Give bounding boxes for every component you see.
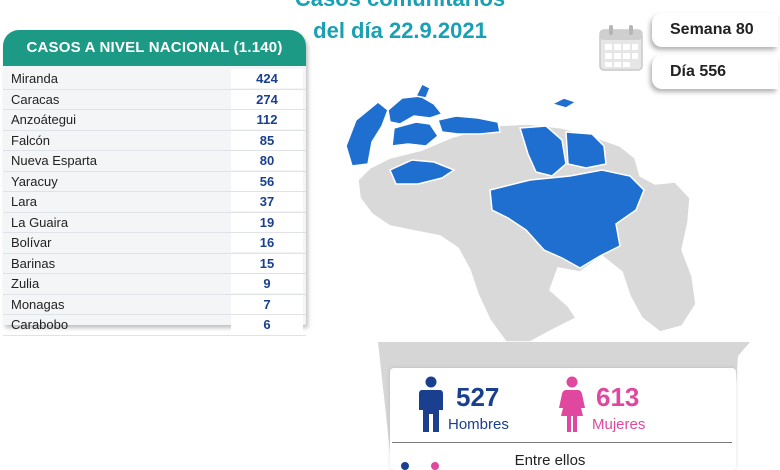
case-count: 424 — [231, 69, 303, 88]
table-row: Miranda 424 — [3, 69, 306, 90]
page-title-line2: del día 22.9.2021 — [313, 18, 487, 43]
state-name: Carabobo — [11, 317, 69, 332]
venezuela-map — [345, 82, 697, 343]
state-name: Barinas — [11, 255, 56, 271]
table-row: Barinas 15 — [3, 253, 306, 274]
state-name: La Guaira — [11, 214, 69, 230]
table-title: CASOS A NIVEL NACIONAL (1.140) — [3, 30, 306, 66]
state-name: Lara — [11, 194, 38, 209]
small-man-icon — [401, 462, 409, 470]
state-name: Bolívar — [11, 235, 52, 250]
gender-card — [390, 368, 736, 470]
case-count: 56 — [231, 171, 303, 191]
case-count: 9 — [231, 274, 303, 293]
table-row: Bolívar 16 — [3, 233, 306, 254]
case-count: 16 — [231, 233, 303, 252]
highlighted-states — [345, 82, 645, 269]
women-count: 613 — [596, 382, 640, 412]
state-name: Caracas — [11, 91, 60, 107]
map-base — [357, 123, 697, 343]
state-name: Falcón — [11, 132, 51, 148]
case-count: 274 — [231, 89, 303, 109]
state-name: Miranda — [11, 71, 58, 86]
table-row: Caracas 274 — [3, 89, 306, 110]
table-row: Carabobo 6 — [3, 315, 306, 336]
table-row: Lara 37 — [3, 192, 306, 213]
table-row: Anzoátegui 112 — [3, 110, 306, 131]
women-label: Mujeres — [592, 416, 646, 433]
case-count: 112 — [231, 110, 303, 129]
state-monagas — [565, 131, 607, 169]
case-count: 7 — [231, 294, 303, 314]
table-row: Falcón 85 — [3, 130, 306, 151]
state-name: Zulia — [11, 276, 40, 291]
table-row: Monagas 7 — [3, 294, 306, 315]
table-row: Yaracuy 56 — [3, 171, 306, 192]
state-bolivar — [489, 169, 645, 269]
man-icon — [419, 376, 443, 432]
state-name: Monagas — [11, 296, 65, 312]
divider — [392, 442, 732, 443]
state-barinas — [389, 159, 456, 185]
state-nueva-esparta — [549, 97, 578, 109]
state-name: Nueva Esparta — [11, 153, 97, 168]
day-badge: Día 556 — [652, 55, 778, 89]
national-cases-table: CASOS A NIVEL NACIONAL (1.140) Miranda 42… — [3, 30, 306, 336]
small-woman-icon — [431, 462, 439, 470]
case-count: 15 — [231, 253, 303, 273]
page-title-line1: Casos comunitarios — [270, 0, 530, 12]
table-rows: Miranda 424 Caracas 274 Anzoátegui 112 Falc… — [3, 69, 306, 336]
case-count: 85 — [231, 130, 303, 150]
case-count: 80 — [231, 151, 303, 170]
state-anzoategui — [519, 125, 567, 177]
table-row: La Guaira 19 — [3, 212, 306, 233]
case-count: 37 — [231, 192, 303, 211]
calendar-icon — [599, 25, 643, 71]
state-zulia — [345, 101, 389, 167]
men-label: Hombres — [448, 416, 509, 433]
among-label: Entre ellos — [514, 452, 586, 469]
table-row: Zulia 9 — [3, 274, 306, 295]
men-count: 527 — [456, 382, 500, 412]
state-falcon — [387, 95, 444, 125]
case-count: 19 — [231, 212, 303, 232]
week-badge: Semana 80 — [652, 13, 778, 47]
state-falcon-peninsula — [414, 82, 431, 99]
state-miranda — [437, 115, 501, 135]
state-name: Anzoátegui — [11, 112, 77, 127]
state-name: Yaracuy — [11, 173, 58, 189]
case-count: 6 — [231, 315, 303, 334]
state-lara — [391, 121, 439, 147]
woman-icon — [559, 376, 585, 432]
table-row: Nueva Esparta 80 — [3, 151, 306, 172]
